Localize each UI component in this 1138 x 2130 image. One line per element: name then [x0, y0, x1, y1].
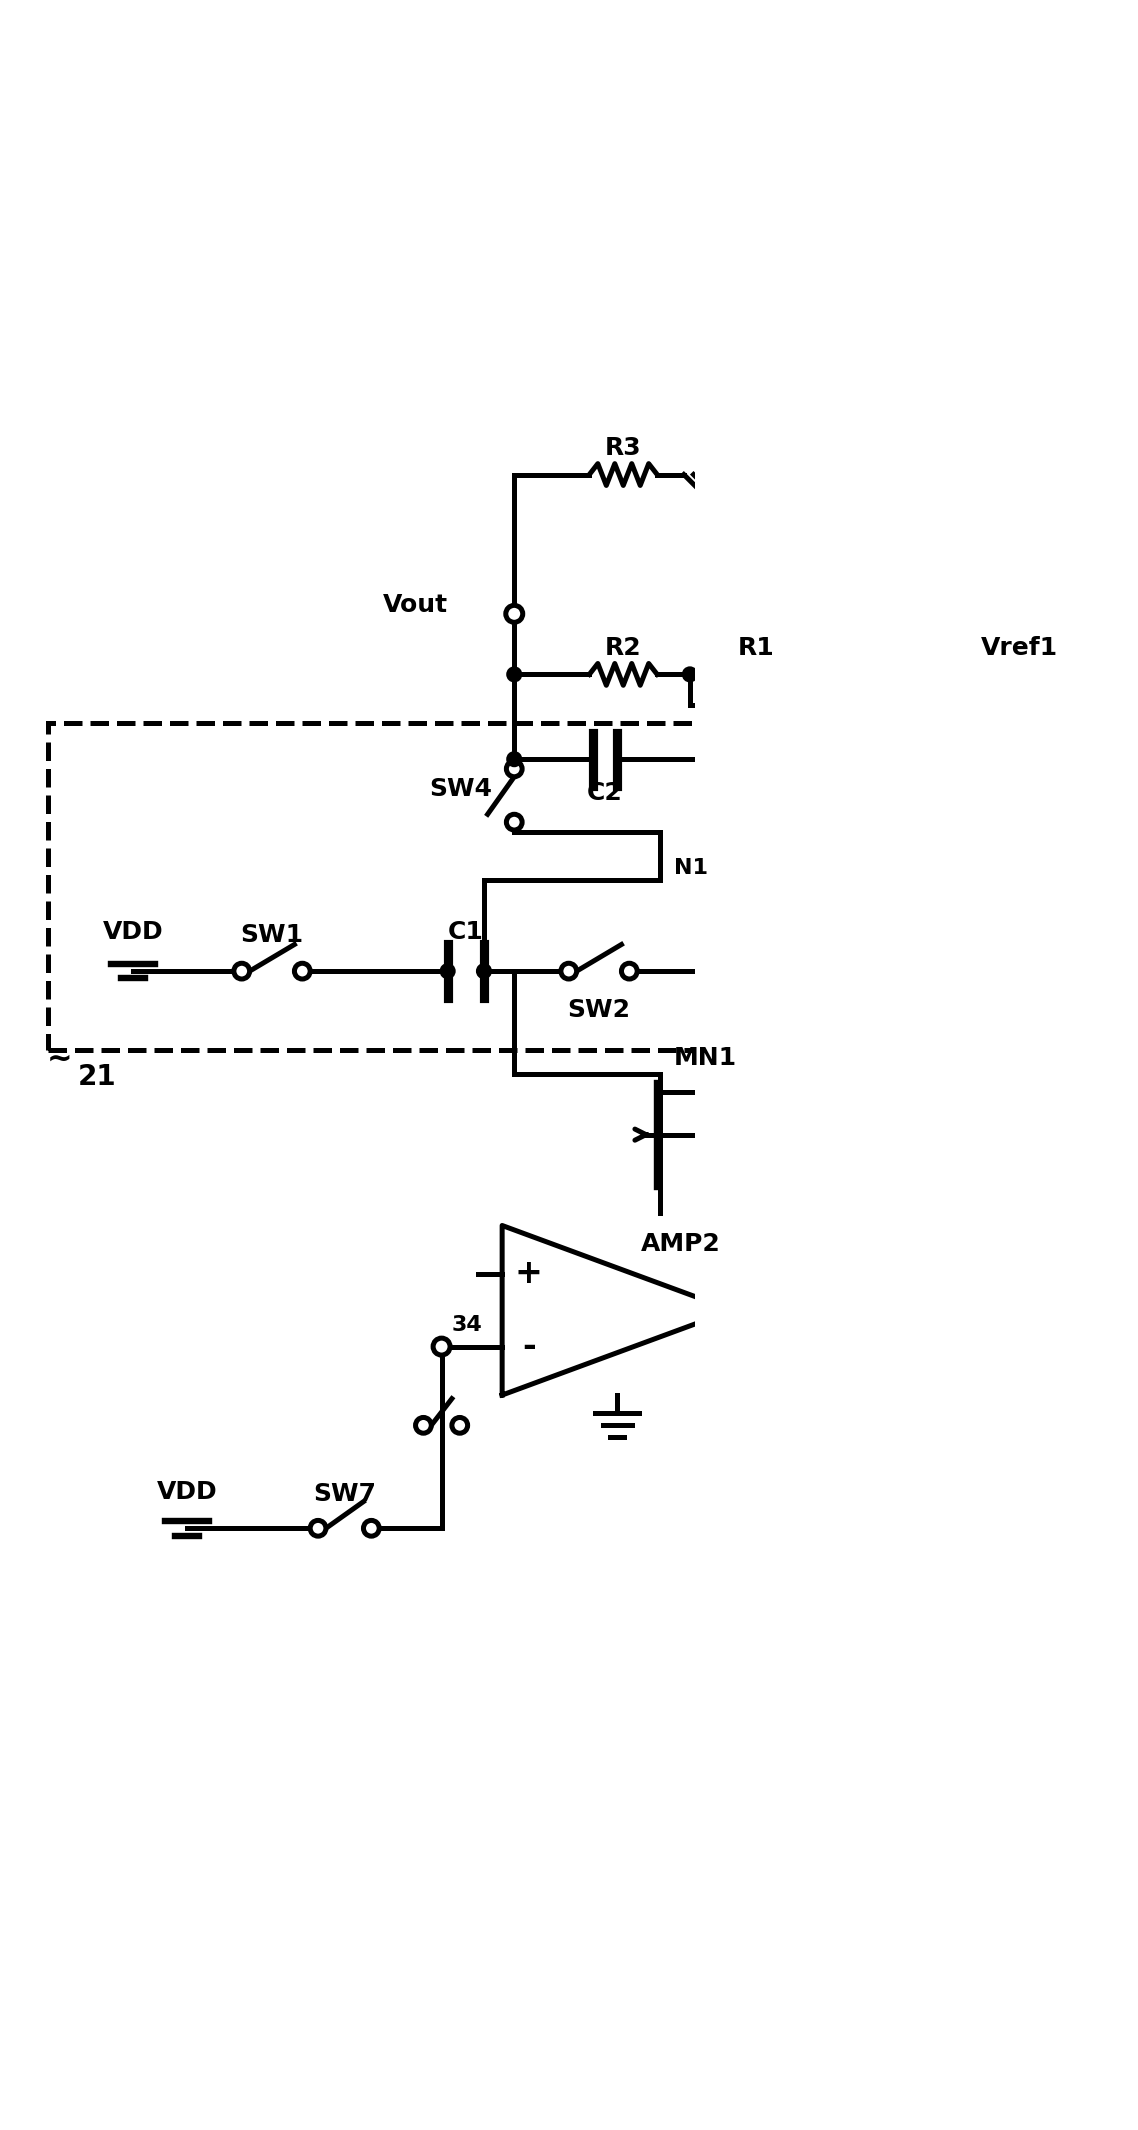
Circle shape: [295, 963, 311, 980]
Text: ~: ~: [48, 1046, 73, 1074]
Text: SW4: SW4: [429, 777, 493, 801]
Bar: [48, 722, 1041, 1050]
Circle shape: [477, 965, 490, 978]
Circle shape: [452, 1416, 468, 1433]
Text: 34: 34: [452, 1314, 483, 1336]
Text: +: +: [514, 1257, 543, 1291]
Text: Vref1: Vref1: [981, 635, 1057, 660]
Circle shape: [683, 667, 696, 682]
Text: -: -: [522, 1329, 536, 1363]
Circle shape: [561, 963, 577, 980]
Circle shape: [506, 814, 522, 831]
Text: SW7: SW7: [313, 1482, 377, 1506]
Text: VDD: VDD: [102, 920, 163, 944]
Circle shape: [508, 667, 521, 682]
Text: Vout: Vout: [382, 594, 447, 618]
Circle shape: [363, 1521, 379, 1536]
Text: R1: R1: [739, 635, 775, 660]
Circle shape: [505, 605, 522, 622]
Text: N1: N1: [674, 858, 708, 878]
Circle shape: [234, 963, 249, 980]
Circle shape: [311, 1521, 325, 1536]
Text: VDD: VDD: [157, 1480, 217, 1504]
Text: C1: C1: [448, 920, 484, 944]
Circle shape: [415, 1416, 431, 1433]
Text: R3: R3: [605, 437, 642, 460]
Circle shape: [621, 963, 637, 980]
Circle shape: [442, 965, 454, 978]
Text: C2: C2: [587, 782, 622, 805]
Circle shape: [506, 760, 522, 777]
Text: MN1: MN1: [674, 1046, 737, 1071]
Text: 21: 21: [79, 1063, 117, 1091]
Circle shape: [508, 752, 521, 767]
Text: AMP2: AMP2: [641, 1231, 720, 1257]
Text: SW2: SW2: [568, 997, 630, 1022]
Text: R2: R2: [605, 635, 642, 660]
Circle shape: [434, 1338, 450, 1355]
Text: SW1: SW1: [240, 922, 304, 948]
